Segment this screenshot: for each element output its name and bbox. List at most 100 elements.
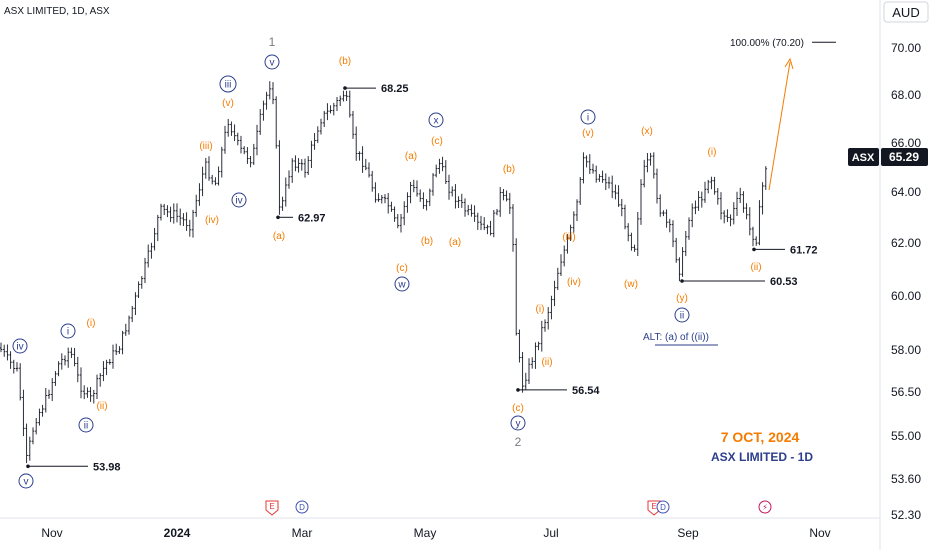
candle — [748, 207, 752, 236]
candle — [396, 214, 400, 229]
wave-circle-label: i — [67, 327, 69, 338]
candle — [22, 389, 25, 437]
earnings-marker: E — [269, 502, 274, 511]
price-tick-label: 55.00 — [891, 429, 921, 443]
candle — [271, 82, 275, 105]
candle — [412, 179, 416, 193]
candle — [364, 158, 368, 171]
candle — [719, 192, 723, 220]
earnings-marker: E — [651, 502, 656, 511]
wave-label: w — [394, 276, 410, 292]
candle — [687, 217, 691, 240]
candle — [297, 158, 300, 173]
price-level: 61.72 — [752, 244, 818, 256]
event-marker[interactable]: D — [295, 500, 309, 514]
candle — [249, 156, 252, 168]
wave-minor-label: (b) — [503, 164, 515, 175]
candle — [710, 176, 713, 190]
candle — [575, 199, 579, 221]
candle — [156, 214, 160, 242]
candle — [358, 151, 361, 161]
time-tick-label: May — [414, 526, 437, 540]
wave-minor-label: (c) — [512, 403, 524, 414]
candle — [738, 187, 742, 203]
candle — [361, 146, 364, 173]
candle — [0, 342, 3, 353]
wave-label: (c) — [512, 403, 524, 414]
event-marker[interactable]: ⚡ — [758, 500, 772, 514]
candle — [751, 226, 755, 247]
wave-minor-label: (ii) — [750, 262, 761, 273]
time-tick-label: Nov — [809, 526, 830, 540]
candle — [537, 341, 540, 351]
candle — [562, 245, 566, 267]
candle — [182, 213, 185, 226]
wave-label: (c) — [396, 263, 408, 274]
candle — [463, 198, 467, 217]
wave-label: (i) — [536, 304, 545, 315]
candle — [150, 242, 153, 259]
candle — [86, 387, 89, 398]
candle — [697, 191, 700, 211]
candle — [44, 388, 48, 413]
wave-minor-label: (iii) — [562, 232, 575, 243]
wave-circle-label: iii — [225, 80, 232, 91]
candle — [146, 244, 150, 268]
candle — [370, 170, 374, 192]
candle — [639, 179, 643, 225]
candle — [354, 126, 358, 161]
candle — [556, 267, 560, 290]
candle — [236, 132, 240, 146]
candle — [284, 177, 288, 207]
wave-minor-label: (y) — [676, 293, 688, 304]
price-level: 100.00% (70.20) — [730, 38, 836, 49]
price-tick-label: 70.00 — [891, 41, 921, 55]
candle — [6, 344, 9, 361]
wave-label: i — [580, 109, 596, 125]
candle — [694, 200, 697, 215]
wave-label: (v) — [222, 98, 234, 109]
candle — [230, 121, 233, 136]
wave-minor-label: (i) — [536, 304, 545, 315]
event-marker[interactable]: D — [656, 500, 670, 514]
candle — [546, 307, 550, 330]
candle — [470, 204, 473, 217]
candle — [655, 168, 659, 204]
candle — [569, 224, 572, 241]
candle — [41, 404, 44, 417]
candle — [95, 374, 99, 399]
candle — [28, 436, 32, 461]
candle — [73, 347, 76, 367]
time-axis[interactable]: Nov 2024 Mar May Jul Sep Nov — [41, 526, 830, 540]
price-level-label: 60.53 — [770, 276, 798, 288]
wave-label: (b) — [503, 164, 515, 175]
candle — [185, 212, 188, 231]
candle — [188, 219, 192, 237]
last-price-value: 65.29 — [889, 150, 919, 164]
price-tick-label: 68.00 — [891, 88, 921, 102]
wave-label: (v) — [582, 128, 594, 139]
candle — [329, 105, 332, 114]
wave-label: iv — [231, 192, 247, 208]
currency-box[interactable] — [883, 1, 929, 23]
candle — [761, 182, 764, 215]
candle — [399, 214, 403, 233]
time-tick-label: Jul — [543, 526, 558, 540]
price-axis[interactable]: 70.00 68.00 66.00 64.00 62.00 60.00 58.00 56.50… — [891, 41, 921, 522]
candle — [582, 152, 585, 184]
candle — [233, 124, 236, 142]
candle — [444, 160, 448, 184]
candle — [543, 319, 547, 332]
candle — [402, 201, 406, 226]
candle — [735, 191, 739, 216]
wave-label: (ii) — [541, 357, 552, 368]
candle — [137, 281, 140, 298]
alt-count-label: ALT: (a) of ((ii)) — [643, 332, 709, 343]
wave-label: (b) — [421, 236, 433, 247]
event-marker[interactable]: E — [265, 500, 279, 516]
candle — [313, 133, 316, 150]
candle — [386, 193, 390, 214]
candle — [479, 215, 483, 230]
candle — [722, 210, 726, 224]
